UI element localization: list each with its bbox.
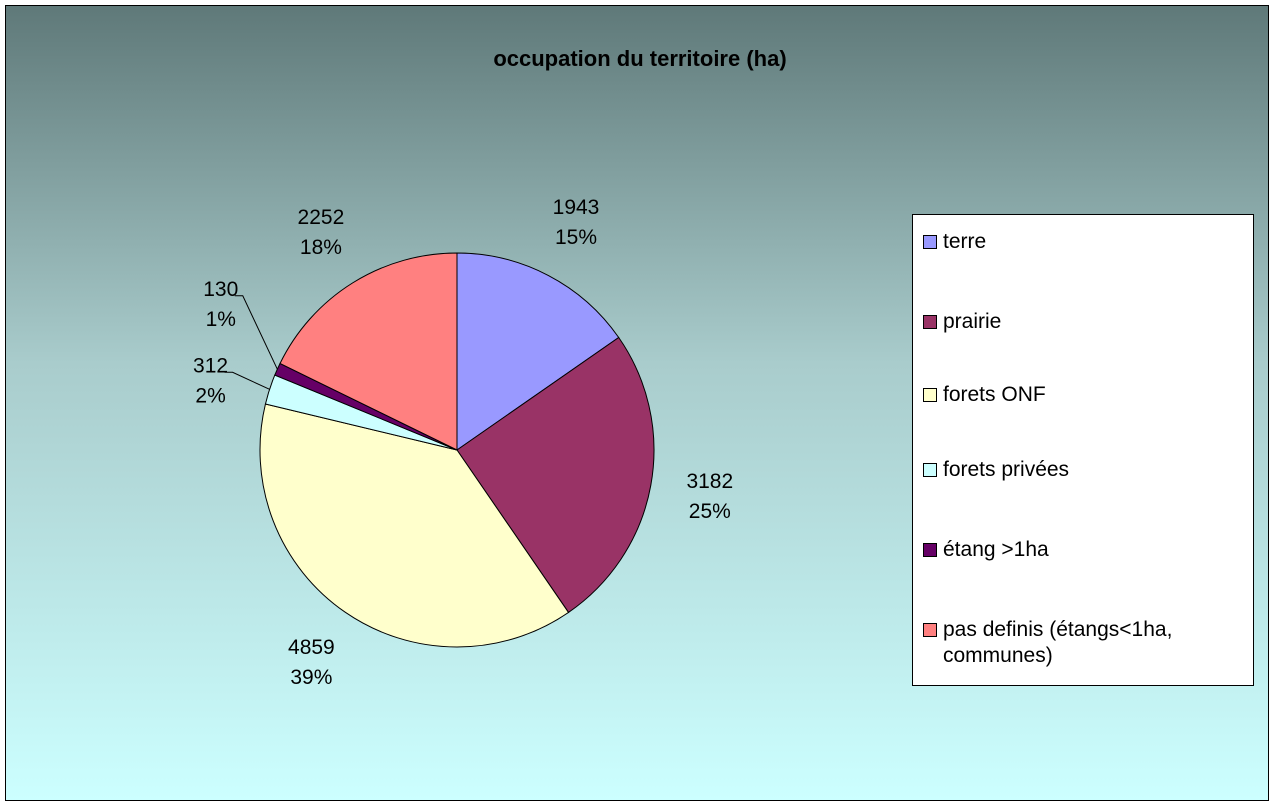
leader-line <box>224 371 270 390</box>
data-label-value: 3182 <box>686 470 733 493</box>
legend-swatch <box>923 388 937 402</box>
legend-label: forets privées <box>943 458 1070 481</box>
legend-item: terre <box>923 229 1268 255</box>
data-label-percent: 1% <box>206 307 236 330</box>
data-label-percent: 15% <box>555 226 597 249</box>
data-label-value: 312 <box>193 354 228 377</box>
legend-swatch <box>923 543 937 557</box>
legend-swatch <box>923 623 937 637</box>
data-label-percent: 39% <box>290 665 332 688</box>
data-label: 312 2% <box>193 354 228 407</box>
legend-swatch <box>923 315 937 329</box>
pie-slice <box>456 252 620 451</box>
legend-swatch <box>923 235 937 249</box>
legend-item: prairie <box>923 309 1268 335</box>
pie-slice <box>456 336 655 614</box>
data-label-percent: 2% <box>195 384 225 407</box>
data-label-value: 130 <box>203 277 238 300</box>
legend-swatch <box>923 463 937 477</box>
data-label-percent: 18% <box>300 236 342 259</box>
data-label: 1943 15% <box>553 196 600 249</box>
legend-label: forets ONF <box>943 383 1046 406</box>
legend-item: forets ONF <box>923 382 1268 408</box>
legend-label: pas definis (étangs<1ha, communes) <box>943 618 1173 667</box>
legend-item: forets privées <box>923 457 1268 483</box>
legend-item: étang >1ha <box>923 537 1268 563</box>
legend-label: étang >1ha <box>943 538 1049 561</box>
legend-label: prairie <box>943 310 1002 333</box>
data-label-value: 2252 <box>298 206 345 229</box>
data-label-value: 1943 <box>553 196 600 219</box>
data-label: 3182 25% <box>686 470 733 523</box>
legend: terre prairie forets ONF forets privées étan… <box>912 214 1254 686</box>
legend-label: terre <box>943 230 987 253</box>
chart-title: occupation du territoire (ha) <box>493 46 786 71</box>
data-label: 130 1% <box>203 277 238 330</box>
pie-slice <box>279 252 458 451</box>
legend-item: pas definis (étangs<1ha, communes) <box>923 617 1268 669</box>
data-label-value: 4859 <box>288 635 335 658</box>
pie-slice <box>259 403 570 648</box>
leader-line <box>234 295 278 370</box>
data-label: 2252 18% <box>298 206 345 259</box>
data-label: 4859 39% <box>288 635 335 688</box>
data-label-percent: 25% <box>689 500 731 523</box>
